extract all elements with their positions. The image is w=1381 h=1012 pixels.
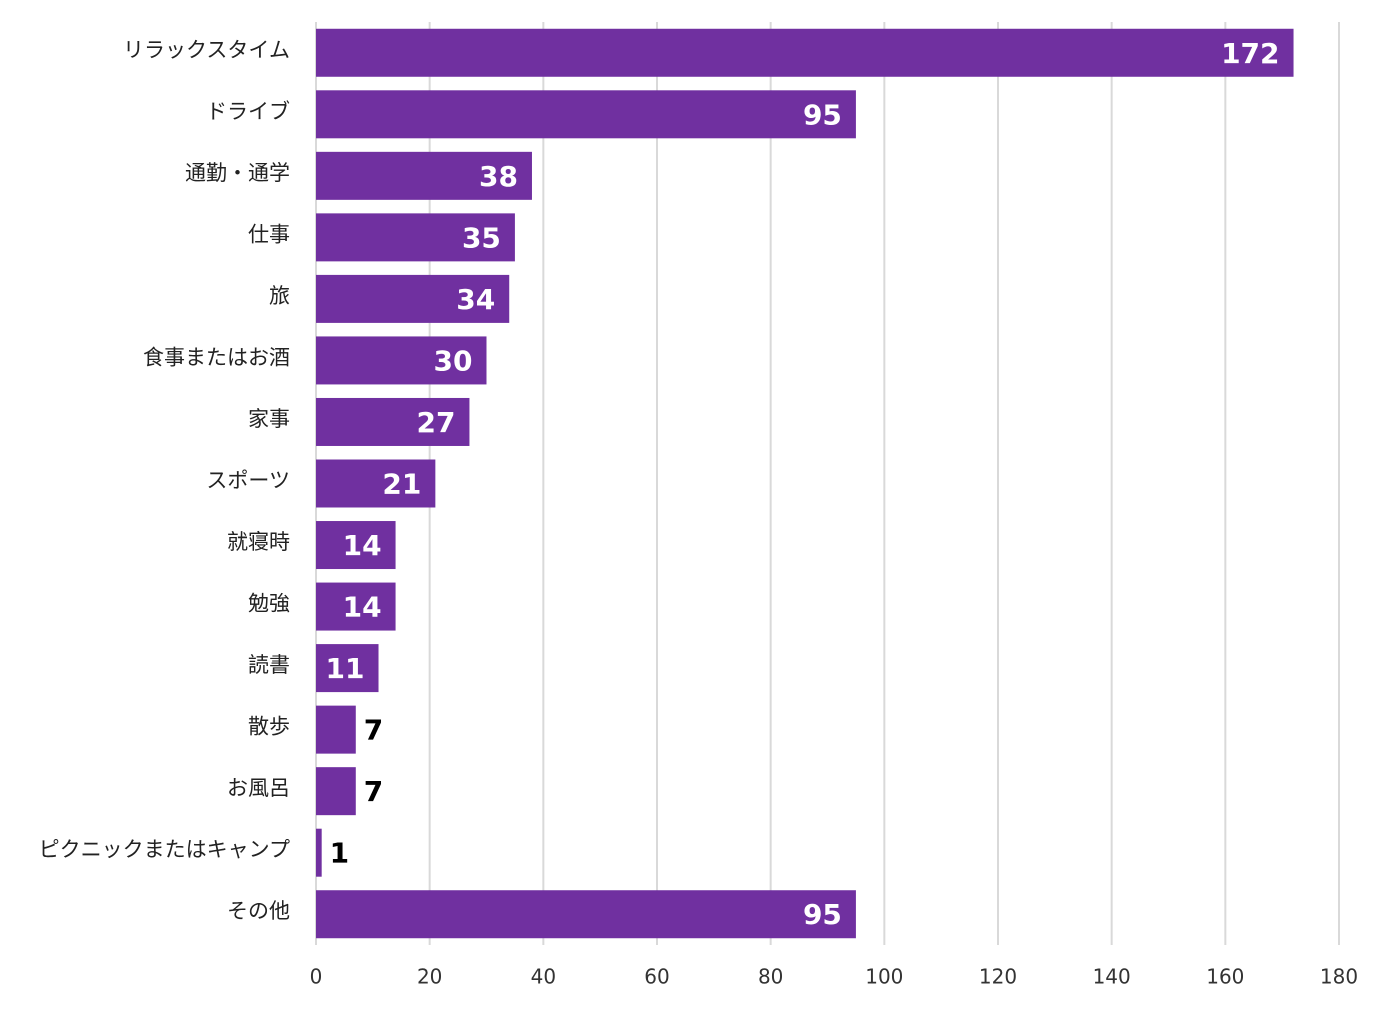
bar — [316, 767, 356, 816]
value-label: 14 — [343, 529, 382, 562]
x-tick-label: 60 — [644, 965, 669, 989]
value-label: 7 — [364, 714, 383, 747]
x-tick-label: 0 — [310, 965, 323, 989]
bar — [316, 336, 487, 385]
bar — [316, 397, 470, 446]
y-tick-label: 就寝時 — [227, 530, 290, 554]
x-tick-label: 100 — [865, 965, 903, 989]
y-tick-label: お風呂 — [227, 776, 290, 800]
y-tick-label: 旅 — [269, 284, 290, 308]
y-tick-label: 通勤・通学 — [185, 161, 290, 185]
y-tick-label: ピクニックまたはキャンプ — [39, 838, 290, 862]
bar — [316, 644, 379, 693]
value-label: 21 — [382, 468, 421, 501]
value-label: 11 — [326, 652, 365, 685]
y-tick-label: 勉強 — [248, 592, 290, 616]
y-tick-label: 散歩 — [248, 715, 290, 739]
y-tick-label: リラックスタイム — [123, 38, 290, 62]
y-tick-label: 家事 — [248, 407, 290, 431]
value-label: 38 — [479, 160, 518, 193]
y-tick-label: スポーツ — [206, 469, 290, 493]
x-tick-label: 40 — [531, 965, 556, 989]
value-label: 35 — [462, 221, 501, 254]
value-label: 95 — [803, 98, 842, 131]
bar — [316, 274, 510, 323]
bar — [316, 705, 356, 754]
value-label: 30 — [434, 344, 473, 377]
bar — [316, 151, 532, 200]
y-tick-label: 食事またはお酒 — [143, 345, 290, 369]
x-tick-label: 120 — [979, 965, 1017, 989]
x-tick-label: 180 — [1320, 965, 1358, 989]
bar — [316, 459, 436, 508]
value-label: 1 — [330, 837, 349, 870]
bar — [316, 90, 856, 139]
bar — [316, 828, 322, 877]
x-tick-label: 20 — [417, 965, 442, 989]
value-label: 7 — [364, 775, 383, 808]
y-tick-label: 読書 — [248, 653, 290, 677]
x-tick-label: 140 — [1093, 965, 1131, 989]
value-label: 34 — [456, 283, 495, 316]
bar — [316, 582, 396, 631]
value-label: 14 — [343, 591, 382, 624]
bar — [316, 28, 1294, 77]
y-tick-label: その他 — [227, 899, 290, 923]
bar — [316, 890, 856, 939]
x-tick-label: 80 — [758, 965, 783, 989]
bar — [316, 521, 396, 570]
y-tick-label: 仕事 — [248, 222, 290, 246]
bar — [316, 213, 515, 262]
value-label: 27 — [416, 406, 455, 439]
value-label: 95 — [803, 898, 842, 931]
x-tick-label: 160 — [1206, 965, 1244, 989]
y-tick-label: ドライブ — [206, 99, 290, 123]
value-label: 172 — [1221, 37, 1279, 70]
